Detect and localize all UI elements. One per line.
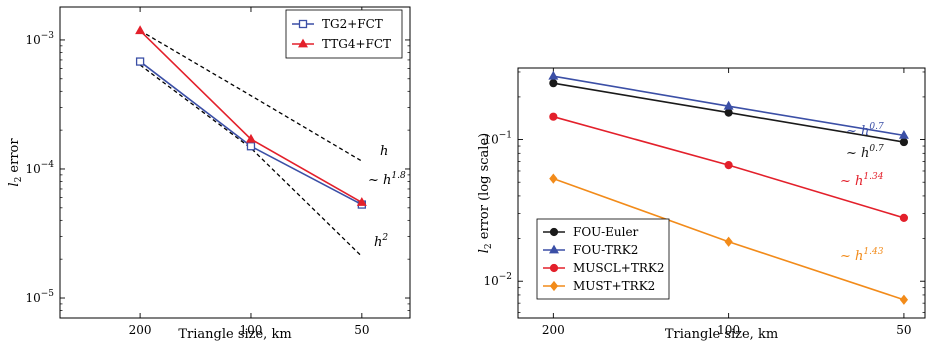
left-chart: 10−3 10−4 10−5 200 100 50 Triangle size, km l2 … xyxy=(7,6,411,342)
slope-annotation: h xyxy=(380,144,388,159)
y-axis-title: l2 error xyxy=(7,138,24,187)
data-point xyxy=(899,137,909,147)
legend-label: TG2+FCT xyxy=(322,17,383,31)
data-point xyxy=(548,70,559,80)
x-axis-title: Triangle size, km xyxy=(178,327,291,342)
data-point xyxy=(135,57,145,66)
legend-marker xyxy=(549,244,559,254)
data-point xyxy=(356,197,367,206)
x-tick-label: 200 xyxy=(129,323,152,337)
y-tick-label: 10−5 xyxy=(25,289,54,305)
slope-annotation: ~ h1.34 xyxy=(840,172,884,189)
y-tick-label: 10−2 xyxy=(483,272,512,288)
data-point xyxy=(245,133,256,143)
legend-box xyxy=(285,9,403,59)
x-tick-label: 100 xyxy=(240,323,263,337)
y-tick-label: 10−4 xyxy=(25,160,54,176)
x-tick-label: 100 xyxy=(717,323,740,337)
legend-marker xyxy=(549,263,559,273)
reference-slope-line xyxy=(139,30,363,162)
legend-label: TTG4+FCT xyxy=(322,37,391,51)
data-point xyxy=(724,161,733,170)
plot-frame xyxy=(517,67,926,319)
x-tick-label: 50 xyxy=(896,323,911,337)
slope-annotation: ~ h0.7 xyxy=(846,122,884,139)
plot-frame xyxy=(59,6,411,319)
legend-marker xyxy=(298,19,308,29)
slope-annotation: ~ h1.8 xyxy=(368,171,406,188)
x-tick-label: 50 xyxy=(354,323,369,337)
data-point xyxy=(724,236,733,247)
legend-label: MUST+TRK2 xyxy=(573,279,655,293)
legend-marker xyxy=(549,227,559,237)
y-axis-title: l2 error (log scale) xyxy=(477,133,494,253)
data-point xyxy=(135,25,146,35)
data-point xyxy=(549,112,558,121)
legend-marker xyxy=(549,280,559,292)
right-chart: 10−1 10−2 200 100 50 Triangle size, km l2 erro… xyxy=(477,67,926,342)
legend-label: FOU-Euler xyxy=(573,225,639,239)
data-point xyxy=(898,129,909,139)
slope-annotation: h2 xyxy=(374,233,388,250)
x-axis-title: Triangle size, km xyxy=(665,327,778,342)
x-tick-label: 200 xyxy=(542,323,565,337)
data-point xyxy=(899,213,909,222)
legend: TG2+FCT TTG4+FCT xyxy=(285,9,403,59)
legend-label: MUSCL+TRK2 xyxy=(573,261,664,275)
data-point xyxy=(549,79,558,88)
data-point xyxy=(723,100,734,110)
reference-slope-line xyxy=(139,64,363,257)
data-point xyxy=(724,108,733,117)
slope-annotation: ~ h1.43 xyxy=(840,247,884,264)
legend-label: FOU-TRK2 xyxy=(573,243,638,257)
data-point xyxy=(246,142,256,151)
y-tick-label: 10−1 xyxy=(483,131,512,147)
data-point xyxy=(899,294,909,305)
slope-annotation: ~ h0.7 xyxy=(846,144,884,161)
y-tick-label: 10−3 xyxy=(25,31,54,47)
legend-marker xyxy=(298,38,308,48)
data-point xyxy=(549,173,558,184)
legend: FOU-Euler FOU-TRK2 MUSCL+TRK2 MUST+TRK2 xyxy=(536,218,670,300)
